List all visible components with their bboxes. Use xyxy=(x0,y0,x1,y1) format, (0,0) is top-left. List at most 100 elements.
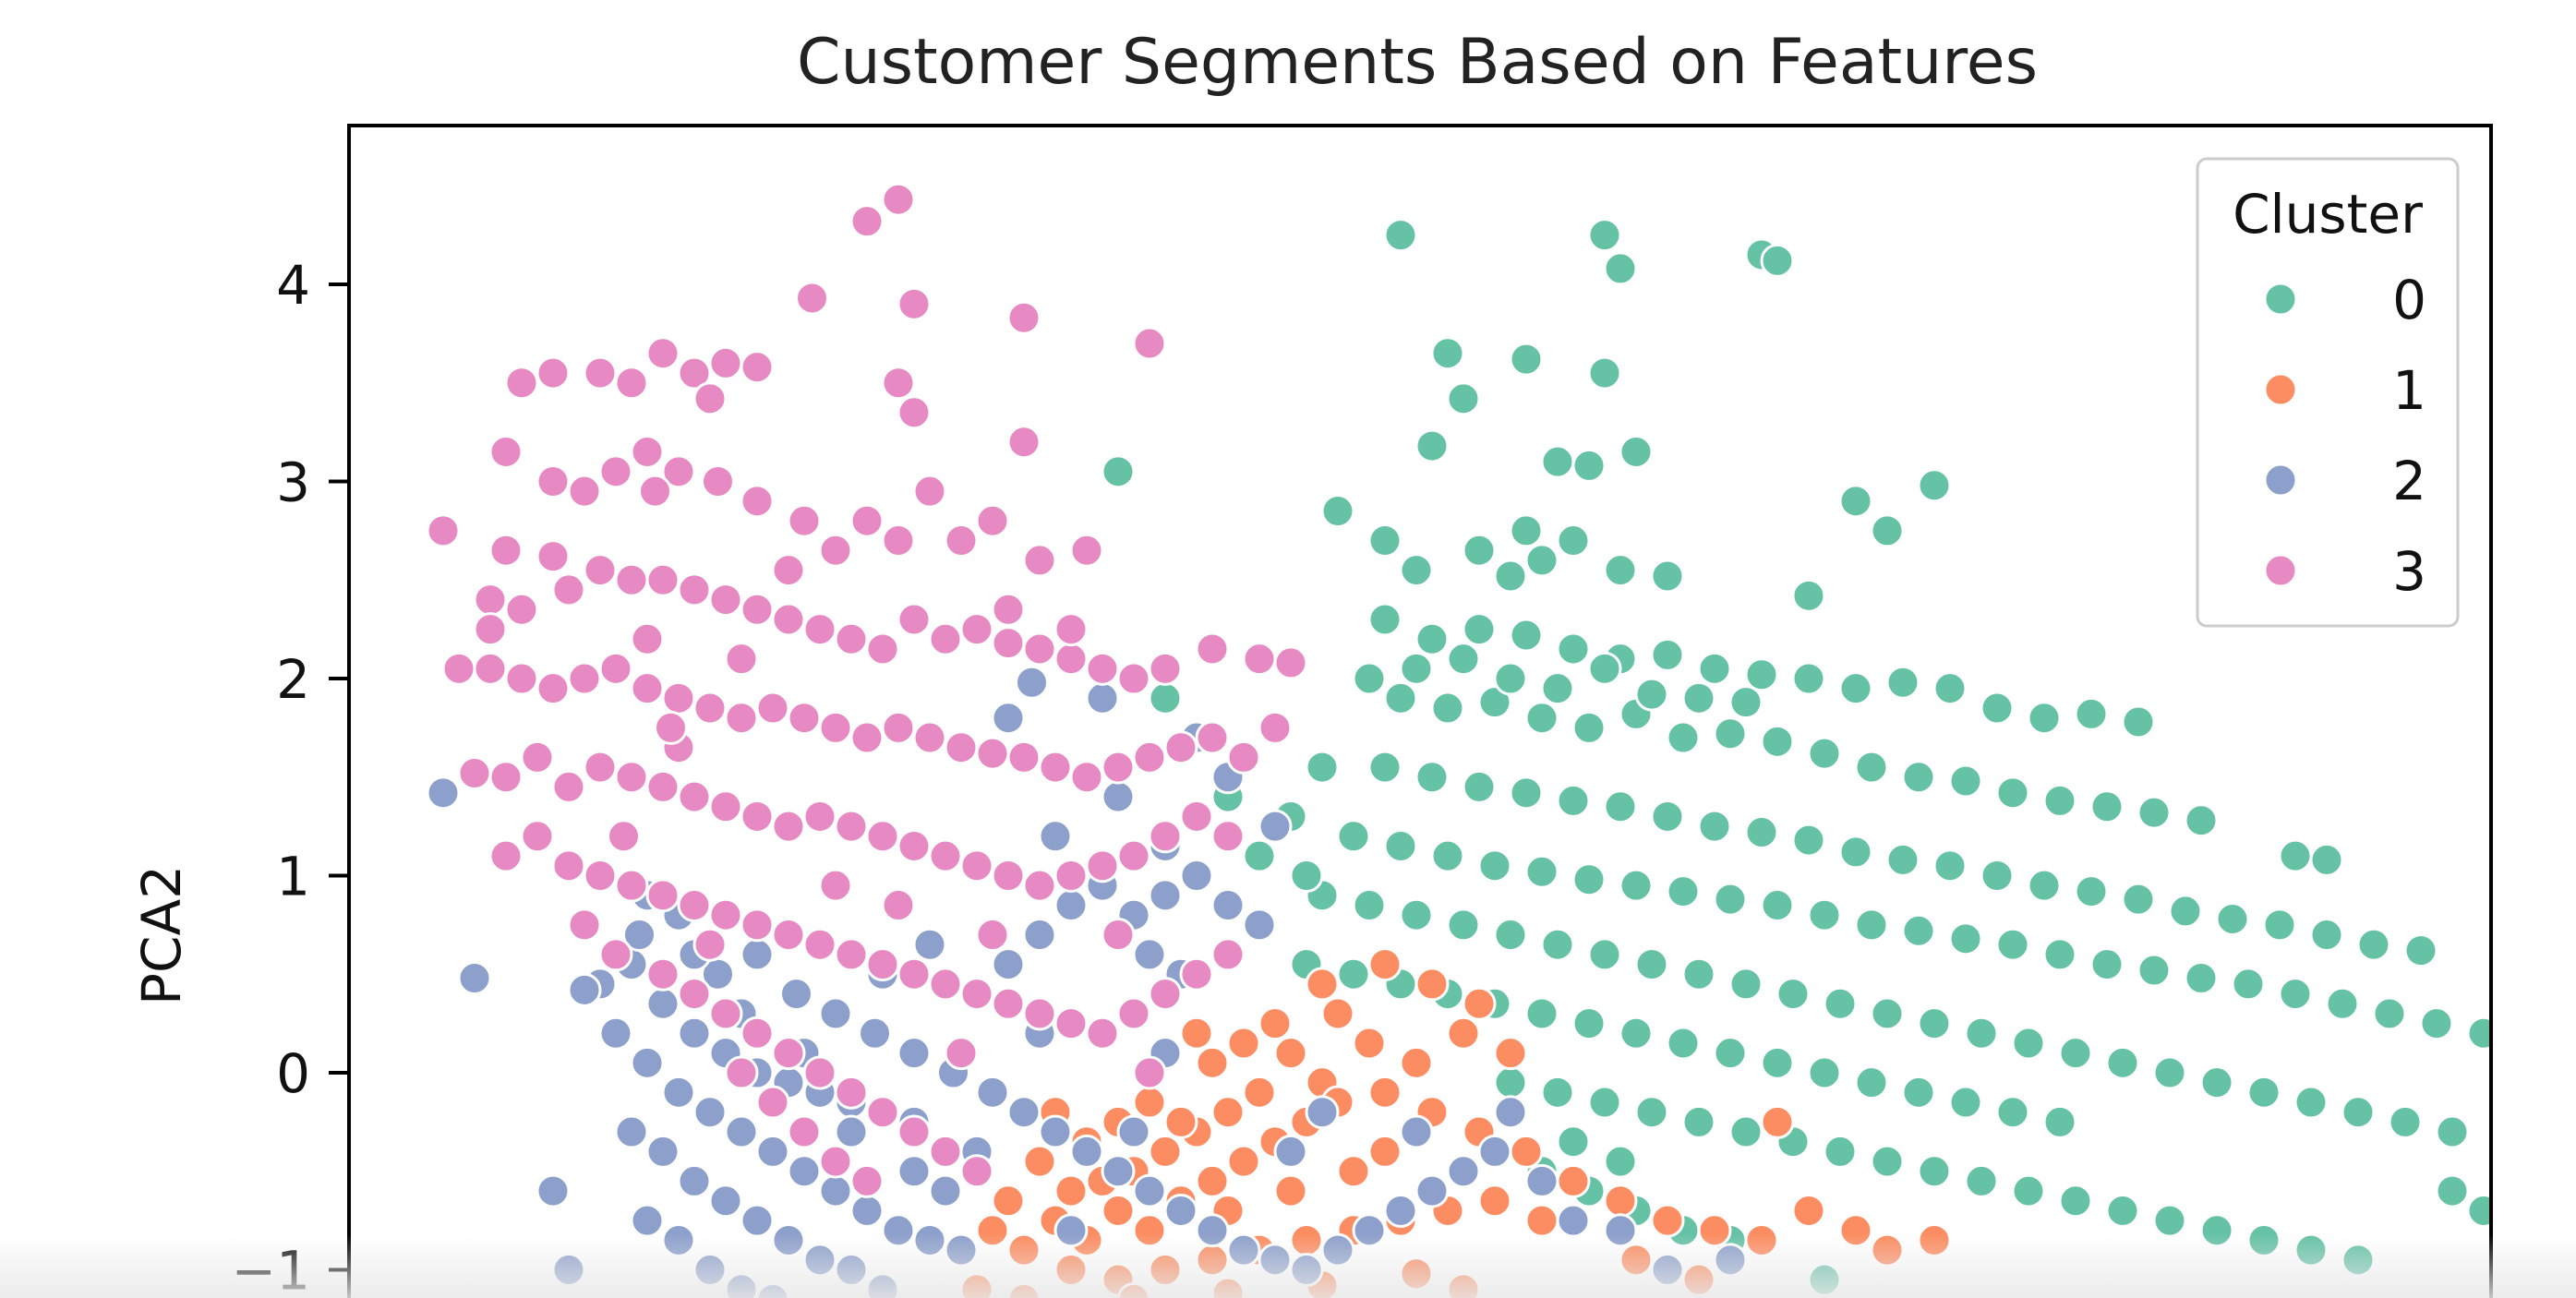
cluster-3-point xyxy=(536,355,571,391)
cluster-1-point xyxy=(1870,1232,1905,1268)
chart-title: Customer Segments Based on Features xyxy=(797,26,2038,99)
cluster-1-point xyxy=(1289,1222,1324,1257)
cluster-3-point xyxy=(551,769,586,804)
cluster-2-point xyxy=(708,1184,743,1219)
cluster-3-point xyxy=(928,1134,963,1169)
cluster-3-point xyxy=(865,947,900,982)
cluster-0-point xyxy=(2184,803,2219,838)
cluster-1-point xyxy=(1258,1006,1293,1041)
cluster-3-point xyxy=(724,642,759,677)
cluster-2-point xyxy=(724,1272,759,1298)
cluster-0-point xyxy=(1462,769,1497,804)
cluster-0-point xyxy=(2278,838,2313,873)
cluster-0-point xyxy=(1462,612,1497,647)
y-tick-label: 2 xyxy=(276,648,310,711)
cluster-0-point xyxy=(2168,894,2203,929)
cluster-0-point xyxy=(1838,484,1873,519)
cluster-2-point xyxy=(1650,1253,1685,1287)
cluster-1-point xyxy=(1320,996,1355,1031)
cluster-0-point xyxy=(1524,701,1559,736)
cluster-3-point xyxy=(991,592,1026,627)
cluster-0-point xyxy=(1336,956,1371,992)
cluster-2-point xyxy=(912,927,947,962)
cluster-1-point xyxy=(1493,1036,1528,1071)
cluster-1-point xyxy=(1477,1184,1512,1219)
cluster-0-point xyxy=(1744,657,1779,692)
cluster-2-point xyxy=(622,918,656,953)
cluster-3-point xyxy=(881,710,916,745)
cluster-0-point xyxy=(1744,815,1779,850)
cluster-2-point xyxy=(1132,1173,1167,1208)
cluster-1-point xyxy=(1399,1045,1434,1080)
cluster-3-point xyxy=(692,927,728,962)
cluster-0-point xyxy=(1980,691,2015,726)
cluster-2-point xyxy=(771,1222,806,1257)
cluster-0-point xyxy=(1619,1016,1654,1051)
cluster-1-point xyxy=(1226,1026,1261,1061)
cluster-2-point xyxy=(787,1154,822,1189)
cluster-3-point xyxy=(740,1016,775,1051)
cluster-3-point xyxy=(740,484,775,519)
cluster-0-point xyxy=(2515,1028,2546,1059)
cluster-0-point xyxy=(1289,859,1324,893)
cluster-2-point xyxy=(897,1154,932,1189)
cluster-1-point xyxy=(1022,1144,1057,1179)
cluster-0-point xyxy=(1681,1104,1716,1139)
cluster-0-point xyxy=(1870,513,1905,548)
cluster-0-point xyxy=(2325,986,2360,1021)
cluster-2-point xyxy=(1477,1134,1512,1169)
cluster-3-point xyxy=(912,474,947,509)
cluster-3-point xyxy=(614,562,649,597)
cluster-3-point xyxy=(959,612,994,647)
cluster-0-point xyxy=(2466,1193,2491,1228)
cluster-2-point xyxy=(614,1114,649,1149)
cluster-0-point xyxy=(1383,828,1418,863)
cluster-1-point xyxy=(1053,1253,1089,1287)
cluster-2-point xyxy=(802,1243,837,1278)
cluster-3-point xyxy=(708,996,743,1031)
cluster-1-point xyxy=(1006,1282,1041,1298)
cluster-1-point xyxy=(1195,1045,1230,1080)
cluster-0-point xyxy=(1870,1144,1905,1179)
cluster-0-point xyxy=(1101,454,1136,489)
plot-frame xyxy=(347,124,2493,1298)
cluster-0-point xyxy=(2199,1213,2234,1248)
cluster-3-point xyxy=(661,454,696,489)
cluster-0-point xyxy=(2074,874,2109,909)
cluster-3-point xyxy=(1242,642,1277,677)
cluster-3-point xyxy=(708,345,743,380)
cluster-3-point xyxy=(692,691,728,726)
cluster-0-point xyxy=(1556,783,1591,818)
cluster-3-point xyxy=(1022,543,1057,578)
cluster-2-point xyxy=(551,1253,586,1287)
cluster-3-point xyxy=(849,720,885,755)
cluster-0-point xyxy=(1995,1095,2030,1130)
cluster-0-point xyxy=(1603,251,1638,286)
cluster-3-point xyxy=(991,859,1026,893)
cluster-0-point xyxy=(2027,701,2062,736)
cluster-0-point xyxy=(1807,736,1842,771)
cluster-3-point xyxy=(677,779,712,814)
cluster-0-point xyxy=(2246,1075,2281,1110)
cluster-1-point xyxy=(1195,1163,1230,1198)
cluster-0-point xyxy=(1399,897,1434,932)
cluster-3-point xyxy=(818,1144,853,1179)
cluster-2-point xyxy=(1414,1173,1450,1208)
cluster-3-point xyxy=(473,612,508,647)
cluster-1-point xyxy=(1367,1134,1402,1169)
cluster-2-point xyxy=(755,1134,790,1169)
cluster-0-point xyxy=(1493,661,1528,696)
cluster-3-point xyxy=(692,381,728,416)
cluster-3-point xyxy=(1022,868,1057,903)
cluster-0-point xyxy=(1477,848,1512,883)
cluster-0-point xyxy=(1728,967,1763,1002)
cluster-3-point xyxy=(897,828,932,863)
cluster-0-point xyxy=(1964,1163,1999,1198)
cluster-3-point xyxy=(959,1154,994,1189)
cluster-0-point xyxy=(1305,750,1340,785)
cluster-3-point xyxy=(701,464,735,499)
cluster-0-point xyxy=(2531,1224,2562,1256)
cluster-0-point xyxy=(1619,868,1654,903)
cluster-3-point xyxy=(504,661,539,696)
